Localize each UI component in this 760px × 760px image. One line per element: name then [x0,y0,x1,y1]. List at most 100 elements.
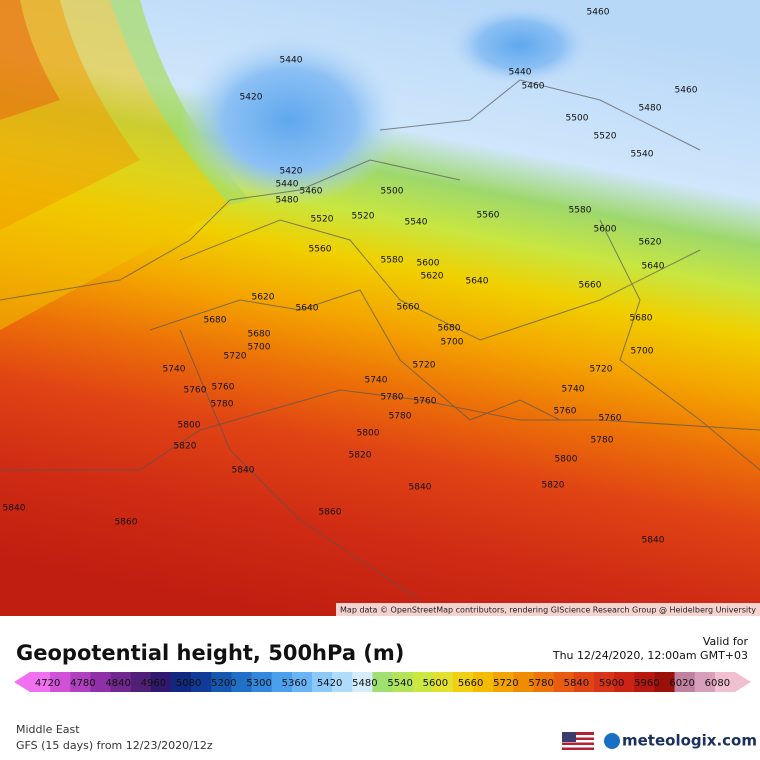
contour-label: 5820 [542,481,565,491]
colorbar-swatch [432,672,454,692]
contour-label: 5780 [591,436,614,446]
contour-label: 5460 [587,8,610,18]
colorbar-swatch [714,672,736,692]
contour-label: 5680 [438,324,461,334]
contour-label: 5460 [300,187,323,197]
colorbar-swatch [150,672,172,692]
map-attribution: Map data © OpenStreetMap contributors, r… [340,606,756,615]
contour-label: 5700 [631,347,654,357]
colorbar-swatch [372,672,394,692]
contour-label: 5820 [174,442,197,452]
contour-label: 5800 [357,429,380,439]
colorbar-swatch [352,672,373,692]
contour-label: 5600 [417,259,440,269]
contour-label: 5600 [594,225,617,235]
contour-label: 5640 [296,304,319,314]
colorbar-label: 5780 [528,678,553,689]
contour-label: 5460 [522,82,545,92]
contour-label: 5620 [252,293,275,303]
contour-label: 5480 [276,196,299,206]
contour-label: 5620 [639,238,662,248]
colorbar-label: 5660 [458,678,483,689]
colorbar-label: 5360 [282,678,307,689]
contour-label: 5520 [352,212,375,222]
flag [562,732,594,750]
contour-label: 5760 [554,407,577,417]
contour-label: 5760 [212,383,235,393]
contour-label: 5420 [280,167,303,177]
colorbar-arrow-right [735,672,751,692]
colorbar-label: 5480 [352,678,377,689]
colorbar-swatch [251,672,273,692]
contour-label: 5680 [630,314,653,324]
colorbar-swatch [291,672,313,692]
contour-label: 5780 [211,400,234,410]
colorbar-swatch [453,672,474,692]
contour-label: 5500 [566,114,589,124]
colorbar-swatch [312,672,333,692]
colorbar-swatch [654,672,676,692]
contour-label: 5660 [397,303,420,313]
contour-label: 5580 [569,206,592,216]
contour-label: 5460 [675,86,698,96]
contour-label: 5840 [232,466,255,476]
colorbar-swatch [674,672,696,692]
contour-label: 5580 [381,256,404,266]
contour-label: 5520 [594,132,617,142]
colorbar-swatch [493,672,514,692]
colorbar-label: 4840 [105,678,130,689]
contour-label: 5560 [309,245,332,255]
contour-label: 5440 [509,68,532,78]
colorbar-swatch [271,672,293,692]
contour-label: 5440 [276,180,299,190]
colorbar-swatch [392,672,414,692]
contour-label: 5860 [115,518,138,528]
colorbar-arrow-left [14,672,30,692]
contour-label: 5680 [248,330,271,340]
colorbar-swatch [533,672,555,692]
colorbar-label: 4960 [141,678,166,689]
contour-label: 5760 [184,386,207,396]
colorbar-label: 4720 [35,678,60,689]
region: Middle East [16,723,80,736]
contour-label: 5540 [405,218,428,228]
colorbar-label: 6020 [669,678,694,689]
contour-label: 5860 [319,508,342,518]
colorbar-swatch [412,672,434,692]
model-run: GFS (15 days) from 12/23/2020/12z [16,739,213,752]
contour-label: 5700 [441,338,464,348]
colorbar-label: 4780 [70,678,95,689]
colorbar-swatch [513,672,535,692]
brand: meteologix.com [622,732,757,750]
contour-label: 5720 [413,361,436,371]
contour-label: 5640 [642,262,665,272]
contour-label: 5840 [3,504,26,514]
legend-panel: Geopotential height, 500hPa (m) Valid fo… [14,635,757,752]
contour-label: 5800 [178,421,201,431]
contour-label: 5720 [590,365,613,375]
contour-label: 5820 [349,451,372,461]
colorbar-swatch [634,672,655,692]
contour-label: 5440 [280,56,303,66]
contour-label: 5760 [414,397,437,407]
contour-label: 5740 [163,365,186,375]
colorbar-swatch [614,672,635,692]
colorbar-swatch [231,672,253,692]
colorbar-label: 5300 [246,678,271,689]
brand-logo [604,733,620,749]
valid-time: Thu 12/24/2020, 12:00am GMT+03 [552,649,748,662]
contour-label: 5780 [389,412,412,422]
colorbar-label: 5900 [599,678,624,689]
colorbar-label: 5420 [317,678,342,689]
colorbar-swatch [171,672,192,692]
colorbar-label: 5080 [176,678,201,689]
colorbar-swatch [130,672,152,692]
contour-label: 5620 [421,272,444,282]
colorbar-label: 5600 [423,678,448,689]
contour-label: 5660 [579,281,602,291]
contour-label: 5420 [240,93,263,103]
colorbar-swatch [191,672,212,692]
contour-label: 5800 [555,455,578,465]
